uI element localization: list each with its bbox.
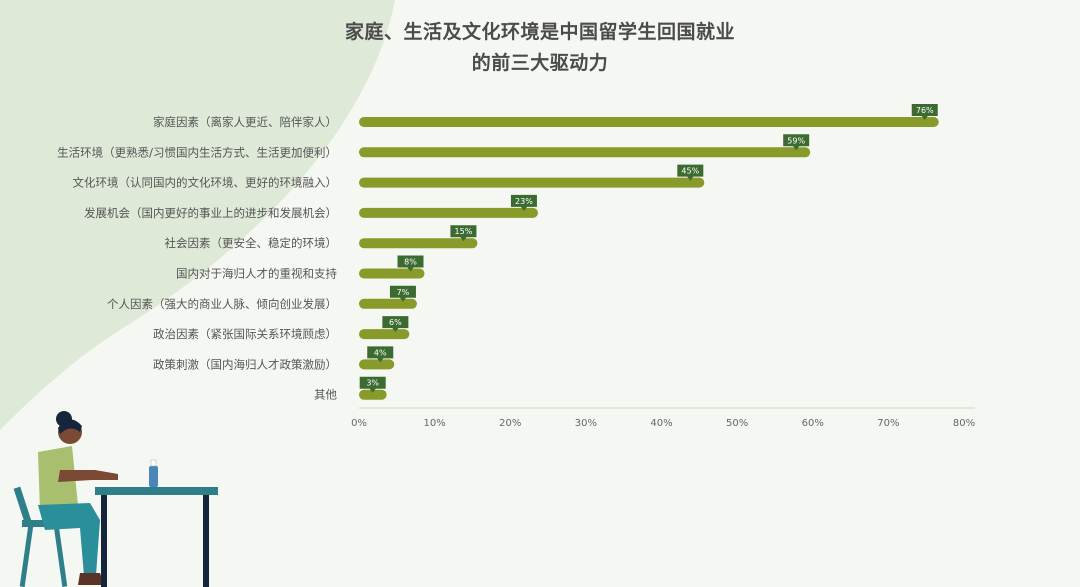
bar bbox=[359, 117, 939, 127]
category-label: 政治因素（紧张国际关系环境顾虑） bbox=[153, 327, 337, 341]
value-label: 45% bbox=[681, 167, 699, 176]
value-label-box bbox=[367, 346, 394, 363]
x-axis-ticks: 0% 10% 20% 30% 40% 50% 60% 70% 80% bbox=[351, 418, 975, 429]
value-label: 23% bbox=[515, 197, 533, 206]
value-label: 4% bbox=[374, 348, 387, 357]
chair-leg bbox=[53, 525, 68, 587]
x-tick-label: 50% bbox=[726, 418, 748, 429]
bar bbox=[359, 238, 478, 249]
bar bbox=[359, 329, 410, 340]
category-label: 政策刺激（国内海归人才政策激励） bbox=[153, 357, 337, 371]
category-label: 个人因素（强大的商业人脉、倾向创业发展） bbox=[107, 297, 337, 311]
x-tick-label: 30% bbox=[575, 418, 597, 429]
bar bbox=[359, 147, 811, 158]
value-label-box bbox=[450, 225, 477, 242]
chair-leg bbox=[19, 526, 34, 587]
x-tick-label: 40% bbox=[650, 418, 672, 429]
category-label: 生活环境（更熟悉/习惯国内生活方式、生活更加便利） bbox=[57, 145, 337, 159]
table-top bbox=[95, 487, 218, 495]
table-leg bbox=[203, 495, 209, 587]
category-label: 国内对于海归人才的重视和支持 bbox=[176, 267, 337, 281]
chart-title-line-2: 的前三大驱动力 bbox=[471, 52, 609, 74]
value-label: 3% bbox=[366, 379, 379, 388]
chair-seat bbox=[22, 520, 64, 527]
category-label: 社会因素（更安全、稳定的环境） bbox=[165, 236, 338, 250]
value-label: 6% bbox=[389, 318, 402, 327]
value-label-box bbox=[677, 164, 704, 181]
chart-title-line-1: 家庭、生活及文化环境是中国留学生回国就业 bbox=[344, 21, 735, 43]
person-shoe bbox=[78, 573, 104, 585]
water-bottle bbox=[149, 466, 158, 487]
bar bbox=[359, 268, 425, 279]
value-label: 76% bbox=[916, 106, 934, 115]
bar bbox=[359, 389, 387, 400]
corner-decoration bbox=[0, 0, 395, 430]
x-tick-label: 0% bbox=[351, 418, 367, 429]
value-label-box bbox=[359, 376, 386, 393]
category-label: 发展机会（国内更好的事业上的进步和发展机会） bbox=[84, 206, 337, 220]
bars-layer: 76% 59% 45% 23% 15% 8% 7% 6% 4% 3% bbox=[359, 104, 939, 400]
person-torso bbox=[38, 446, 78, 512]
person-hair bbox=[58, 419, 82, 434]
chair-back bbox=[13, 486, 33, 527]
value-label: 7% bbox=[397, 288, 410, 297]
category-label: 家庭因素（离家人更近、陪伴家人） bbox=[153, 115, 337, 129]
value-label: 59% bbox=[787, 136, 805, 145]
value-label-box bbox=[389, 285, 416, 302]
value-label-box bbox=[783, 134, 810, 151]
water-bottle-cap bbox=[150, 459, 157, 467]
category-label: 文化环境（认同国内的文化环境、更好的环境融入） bbox=[73, 176, 338, 190]
bar bbox=[359, 298, 417, 309]
x-tick-label: 20% bbox=[499, 418, 521, 429]
x-tick-label: 60% bbox=[802, 418, 824, 429]
table-leg bbox=[101, 495, 107, 587]
value-label: 8% bbox=[404, 258, 417, 267]
x-tick-label: 70% bbox=[877, 418, 899, 429]
category-labels: 家庭因素（离家人更近、陪伴家人） 生活环境（更熟悉/习惯国内生活方式、生活更加便利… bbox=[57, 115, 337, 402]
category-label: 其他 bbox=[314, 388, 337, 402]
bar bbox=[359, 177, 705, 188]
value-label: 15% bbox=[455, 227, 473, 236]
value-label-box bbox=[510, 194, 537, 211]
bar bbox=[359, 207, 538, 218]
person-legs bbox=[38, 503, 100, 576]
x-tick-label: 10% bbox=[424, 418, 446, 429]
bar bbox=[359, 359, 395, 370]
value-label-box bbox=[397, 255, 424, 272]
value-label-box bbox=[382, 316, 409, 333]
person-arm bbox=[58, 470, 118, 482]
person-at-table-illustration bbox=[13, 411, 218, 587]
x-tick-label: 80% bbox=[953, 418, 975, 429]
value-label-box bbox=[911, 104, 938, 120]
